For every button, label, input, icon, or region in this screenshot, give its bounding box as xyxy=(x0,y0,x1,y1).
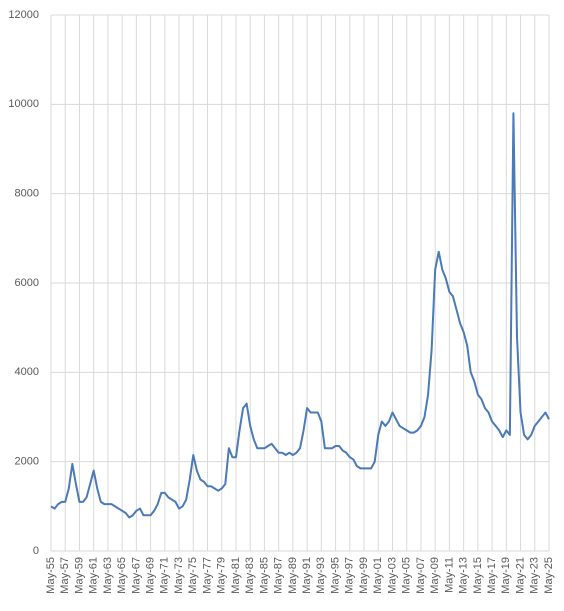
x-tick-label: May-07 xyxy=(415,557,427,594)
data-line xyxy=(50,112,550,519)
x-tick-label: May-13 xyxy=(458,557,470,594)
x-tick-label: May-89 xyxy=(287,557,299,594)
x-tick-label: May-25 xyxy=(543,557,555,594)
x-tick-label: May-75 xyxy=(187,557,199,594)
x-tick-label: May-15 xyxy=(472,557,484,594)
y-tick-label: 2000 xyxy=(15,456,39,468)
y-tick-label: 12000 xyxy=(8,9,39,21)
x-tick-label: May-93 xyxy=(315,557,327,594)
x-tick-label: May-61 xyxy=(88,557,100,594)
x-tick-label: May-85 xyxy=(258,557,270,594)
x-tick-label: May-01 xyxy=(372,557,384,594)
y-tick-label: 4000 xyxy=(15,366,39,378)
x-tick-label: May-23 xyxy=(529,557,541,594)
x-tick-label: May-11 xyxy=(443,557,455,593)
x-tick-label: May-67 xyxy=(130,557,142,594)
x-tick-label: May-95 xyxy=(329,557,341,594)
x-tick-label: May-83 xyxy=(244,557,256,594)
y-tick-label: 8000 xyxy=(15,188,39,200)
x-tick-label: May-57 xyxy=(59,557,71,594)
x-tick-label: May-87 xyxy=(273,557,285,594)
x-tick-label: May-59 xyxy=(73,557,85,594)
x-tick-label: May-05 xyxy=(401,557,413,594)
x-tick-label: May-91 xyxy=(301,557,313,594)
x-tick-label: May-79 xyxy=(216,557,228,594)
y-tick-label: 0 xyxy=(33,545,39,557)
x-tick-label: May-69 xyxy=(145,557,157,594)
y-tick-label: 6000 xyxy=(15,277,39,289)
x-tick-label: May-71 xyxy=(159,557,171,594)
x-tick-label: May-21 xyxy=(514,557,526,594)
x-tick-label: May-55 xyxy=(45,557,57,594)
y-tick-label: 10000 xyxy=(8,98,39,110)
x-tick-label: May-81 xyxy=(230,557,242,594)
x-tick-label: May-97 xyxy=(344,557,356,594)
x-tick-label: May-19 xyxy=(500,557,512,594)
x-tick-label: May-03 xyxy=(386,557,398,594)
x-tick-label: May-09 xyxy=(429,557,441,594)
x-tick-label: May-17 xyxy=(486,557,498,594)
x-tick-label: May-73 xyxy=(173,557,185,594)
x-tick-label: May-63 xyxy=(102,557,114,594)
x-tick-label: May-77 xyxy=(201,557,213,594)
x-tick-label: May-99 xyxy=(358,557,370,594)
x-tick-label: May-65 xyxy=(116,557,128,594)
